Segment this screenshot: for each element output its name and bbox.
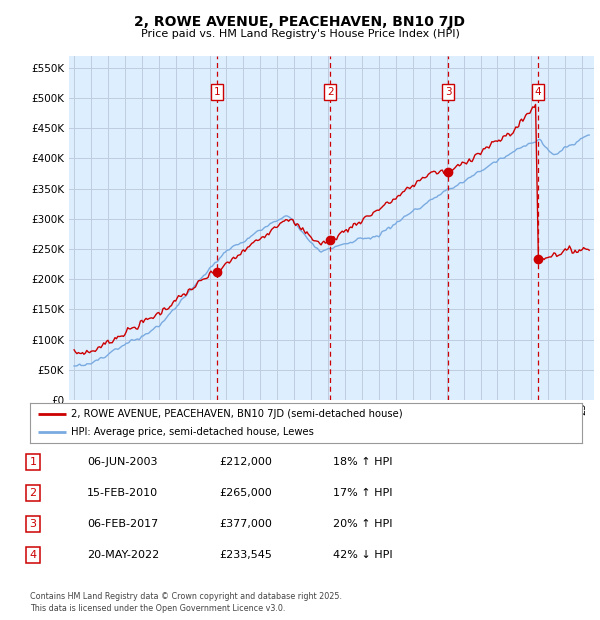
Text: 1: 1 <box>29 457 37 467</box>
Text: 3: 3 <box>29 519 37 529</box>
Text: £233,545: £233,545 <box>219 550 272 560</box>
Text: 06-JUN-2003: 06-JUN-2003 <box>87 457 157 467</box>
Text: 18% ↑ HPI: 18% ↑ HPI <box>333 457 392 467</box>
Text: 17% ↑ HPI: 17% ↑ HPI <box>333 488 392 498</box>
Text: 4: 4 <box>534 87 541 97</box>
Text: 2: 2 <box>327 87 334 97</box>
Text: 3: 3 <box>445 87 451 97</box>
Text: 2, ROWE AVENUE, PEACEHAVEN, BN10 7JD (semi-detached house): 2, ROWE AVENUE, PEACEHAVEN, BN10 7JD (se… <box>71 409 403 419</box>
Text: £212,000: £212,000 <box>219 457 272 467</box>
Text: Contains HM Land Registry data © Crown copyright and database right 2025.
This d: Contains HM Land Registry data © Crown c… <box>30 592 342 613</box>
Text: 06-FEB-2017: 06-FEB-2017 <box>87 519 158 529</box>
Text: HPI: Average price, semi-detached house, Lewes: HPI: Average price, semi-detached house,… <box>71 427 314 438</box>
Text: 2: 2 <box>29 488 37 498</box>
Text: £377,000: £377,000 <box>219 519 272 529</box>
Text: 20% ↑ HPI: 20% ↑ HPI <box>333 519 392 529</box>
Text: 2, ROWE AVENUE, PEACEHAVEN, BN10 7JD: 2, ROWE AVENUE, PEACEHAVEN, BN10 7JD <box>134 15 466 29</box>
Text: 20-MAY-2022: 20-MAY-2022 <box>87 550 159 560</box>
Text: 1: 1 <box>214 87 220 97</box>
Text: Price paid vs. HM Land Registry's House Price Index (HPI): Price paid vs. HM Land Registry's House … <box>140 29 460 39</box>
Text: 4: 4 <box>29 550 37 560</box>
Text: 42% ↓ HPI: 42% ↓ HPI <box>333 550 392 560</box>
Text: 15-FEB-2010: 15-FEB-2010 <box>87 488 158 498</box>
Text: £265,000: £265,000 <box>219 488 272 498</box>
